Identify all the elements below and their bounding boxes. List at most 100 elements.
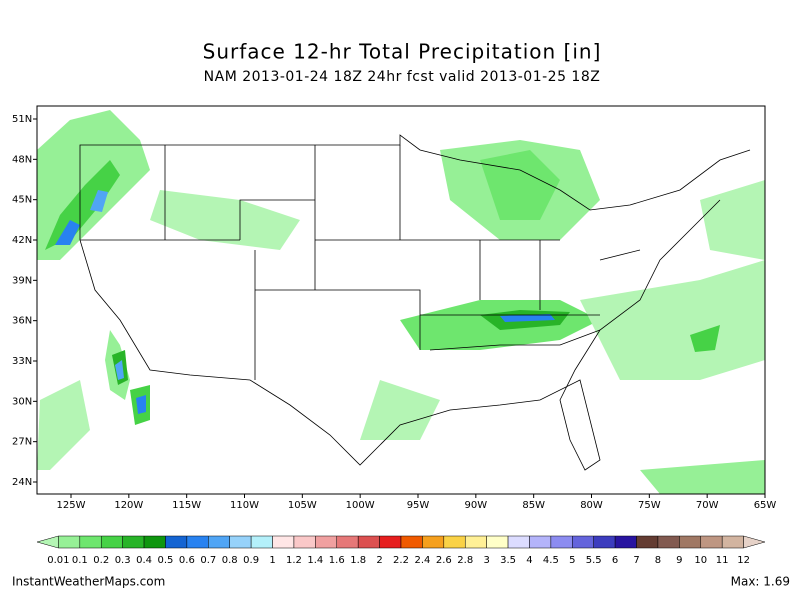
map-title: Surface 12-hr Total Precipitation [in] <box>203 40 602 64</box>
colorbar-swatch <box>679 535 702 549</box>
colorbar-label: 7 <box>633 555 639 566</box>
colorbar-swatch <box>58 535 81 549</box>
colorbar-label: 2 <box>376 555 382 566</box>
colorbar-label: 0.1 <box>72 555 88 566</box>
lon-label: 110W <box>230 500 259 511</box>
lat-label: 24N <box>12 477 32 488</box>
colorbar-label: 0.6 <box>179 555 195 566</box>
lat-label: 30N <box>12 396 32 407</box>
colorbar-label: 1.6 <box>329 555 345 566</box>
colorbar-swatch <box>700 535 723 549</box>
colorbar-label: 0.5 <box>158 555 174 566</box>
colorbar-label: 2.8 <box>457 555 473 566</box>
colorbar-label: 0.01 <box>47 555 69 566</box>
colorbar-swatch <box>336 535 359 549</box>
colorbar-swatch <box>208 535 230 549</box>
colorbar-label: 1 <box>269 555 275 566</box>
colorbar-swatch <box>572 535 594 549</box>
colorbar-swatch <box>614 535 637 549</box>
map-frame <box>36 105 766 495</box>
lon-label: 85W <box>522 500 545 511</box>
source-label: InstantWeatherMaps.com <box>12 575 165 589</box>
colorbar-swatch <box>379 535 402 549</box>
map <box>36 105 766 495</box>
lat-label: 39N <box>12 275 32 286</box>
lon-label: 105W <box>288 500 317 511</box>
colorbar-label: 2.6 <box>436 555 452 566</box>
lon-label: 115W <box>172 500 201 511</box>
colorbar-label: 0.3 <box>115 555 131 566</box>
colorbar-swatch <box>229 535 252 549</box>
max-label: Max: 1.69 <box>731 575 790 589</box>
lon-label: 70W <box>696 500 719 511</box>
colorbar-swatch <box>422 535 445 549</box>
colorbar-label: 11 <box>716 555 729 566</box>
colorbar-swatch <box>165 535 188 549</box>
lon-label: 100W <box>346 500 375 511</box>
colorbar-label: 9 <box>676 555 682 566</box>
lat-label: 36N <box>12 316 32 327</box>
colorbar-swatch <box>486 535 509 549</box>
lon-label: 125W <box>57 500 86 511</box>
lat-label: 27N <box>12 437 32 448</box>
colorbar-swatch <box>464 535 487 549</box>
precip-field <box>37 110 765 494</box>
colorbar-label: 0.7 <box>200 555 216 566</box>
colorbar-swatch <box>315 535 338 549</box>
lat-label: 45N <box>12 195 32 206</box>
colorbar-swatch <box>593 535 616 549</box>
lon-label: 75W <box>638 500 661 511</box>
colorbar-label: 0.2 <box>93 555 109 566</box>
colorbar-label: 3.5 <box>500 555 516 566</box>
colorbar-swatch <box>186 535 209 549</box>
state-outlines <box>79 134 751 471</box>
colorbar-swatch <box>721 535 744 549</box>
colorbar-label: 3 <box>483 555 489 566</box>
lon-label: 120W <box>114 500 143 511</box>
colorbar-swatch <box>636 535 659 549</box>
colorbar-label: 0.8 <box>222 555 238 566</box>
colorbar-swatch <box>400 535 423 549</box>
lon-label: 95W <box>407 500 430 511</box>
lat-label: 42N <box>12 235 32 246</box>
colorbar-label: 6 <box>612 555 618 566</box>
colorbar-label: 5 <box>569 555 575 566</box>
lat-label: 33N <box>12 356 32 367</box>
colorbar-label: 1.8 <box>350 555 366 566</box>
colorbar-swatch <box>293 535 316 549</box>
colorbar-label: 1.2 <box>286 555 302 566</box>
colorbar-label: 0.4 <box>136 555 152 566</box>
colorbar-swatch <box>79 535 102 549</box>
colorbar-swatch <box>143 535 166 549</box>
colorbar-swatch <box>443 535 466 549</box>
colorbar-label: 4 <box>526 555 532 566</box>
colorbar-swatch <box>250 535 273 549</box>
colorbar-swatch <box>122 535 145 549</box>
colorbar-label: 1.4 <box>307 555 323 566</box>
colorbar-swatch <box>36 535 59 549</box>
colorbar-label: 12 <box>737 555 750 566</box>
colorbar: 0.01 0.1 0.2 0.3 0.4 0.5 0.6 0.7 0.8 0.9 1 1.2 1.4 1.… <box>36 535 766 566</box>
colorbar-label: 2.4 <box>414 555 430 566</box>
lon-label: 65W <box>754 500 777 511</box>
colorbar-swatch <box>529 535 552 549</box>
colorbar-label: 2.2 <box>393 555 409 566</box>
lon-label: 80W <box>580 500 603 511</box>
lat-label: 48N <box>12 154 32 165</box>
colorbar-swatch <box>550 535 573 549</box>
colorbar-label: 4.5 <box>543 555 559 566</box>
colorbar-swatch <box>657 535 680 549</box>
colorbar-label: 8 <box>655 555 661 566</box>
colorbar-swatch <box>272 535 295 549</box>
colorbar-swatch <box>507 535 530 549</box>
map-subtitle: NAM 2013-01-24 18Z 24hr fcst valid 2013-… <box>204 69 601 85</box>
colorbar-label: 10 <box>694 555 707 566</box>
colorbar-label: 5.5 <box>586 555 602 566</box>
lat-label: 51N <box>12 114 32 125</box>
lon-label: 90W <box>465 500 488 511</box>
colorbar-label: 0.9 <box>243 555 259 566</box>
colorbar-swatch <box>357 535 380 549</box>
colorbar-swatch <box>743 535 766 549</box>
colorbar-swatch <box>100 535 123 549</box>
